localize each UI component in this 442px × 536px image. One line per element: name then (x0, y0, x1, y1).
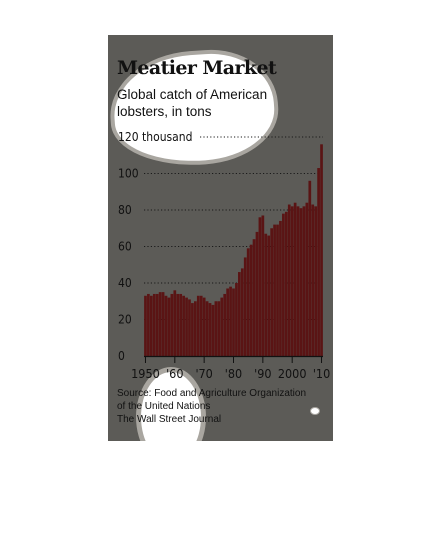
bar (243, 257, 247, 356)
x-tick-label: '90 (254, 366, 271, 381)
x-tick-label: '80 (225, 366, 242, 381)
bar (258, 217, 262, 356)
x-tick-label: 2000 (278, 366, 307, 381)
bar (240, 268, 244, 356)
bar (223, 293, 227, 356)
bar (252, 239, 256, 356)
bar (273, 224, 276, 356)
bar (302, 206, 306, 356)
y-tick-label: 40 (118, 276, 132, 290)
source-line: The Wall Street Journal (117, 414, 222, 425)
bar (173, 290, 177, 356)
source-line: of the United Nations (117, 401, 211, 412)
bar (164, 295, 168, 356)
bar (208, 303, 212, 356)
bar (194, 301, 197, 356)
x-tick-label: '60 (166, 366, 183, 381)
bar (296, 206, 300, 356)
bar-chart: 0 20 40 60 80 100 120 thousand 1950 '60 '70 '80 '90… (118, 130, 330, 381)
source-note: Source: Food and Agriculture Organizatio… (117, 387, 306, 426)
chart-title: Meatier Market (117, 57, 277, 79)
bar (217, 301, 221, 356)
bar (276, 224, 279, 356)
bar (191, 303, 194, 356)
bar (238, 272, 241, 356)
highlight-blob-small (310, 407, 320, 415)
highlight-blob-bottom (136, 367, 206, 441)
source-line: Source: Food and Agriculture Organizatio… (117, 388, 306, 399)
bar (320, 144, 323, 356)
bar (152, 293, 156, 356)
bar (196, 295, 200, 356)
bar (270, 228, 273, 356)
chart-card: Meatier Market Global catch of American … (108, 35, 333, 441)
bar (144, 295, 147, 356)
y-tick-label: 0 (118, 349, 125, 363)
bar (305, 202, 309, 356)
bar (261, 215, 265, 356)
y-tick-label: 60 (118, 240, 132, 254)
bar (246, 248, 250, 356)
bar (170, 293, 174, 356)
bar (255, 231, 259, 356)
bar (299, 208, 303, 356)
bar (182, 295, 185, 356)
bar (199, 295, 203, 356)
bar (314, 206, 318, 356)
bar (149, 295, 153, 356)
bar (279, 220, 282, 356)
bar (226, 288, 229, 356)
x-tick-label: 1950 (131, 366, 160, 381)
bar (188, 299, 191, 356)
chart-subtitle: Global catch of American lobsters, in to… (117, 87, 268, 119)
bar (202, 297, 206, 356)
y-tick-label: 20 (118, 313, 132, 327)
x-tick-label: '10 (313, 366, 330, 381)
bar (264, 233, 268, 356)
y-tick-label: 120 thousand (118, 130, 193, 144)
x-tick-label: '70 (195, 366, 212, 381)
bar (267, 235, 271, 356)
bar (211, 304, 215, 356)
bar (232, 288, 235, 356)
bar (235, 283, 238, 356)
bar (311, 204, 315, 356)
bar (284, 211, 288, 356)
bar (249, 244, 253, 356)
bar (176, 293, 180, 356)
bar (229, 286, 232, 356)
bar (155, 293, 159, 356)
bar (287, 204, 291, 356)
bar (282, 213, 285, 356)
bar (220, 297, 224, 356)
y-tick-label: 80 (118, 203, 132, 217)
bar (179, 293, 183, 356)
bar (293, 202, 297, 356)
bar (214, 301, 218, 356)
bar (290, 206, 294, 356)
bar (167, 297, 171, 356)
y-tick-label: 100 (118, 167, 139, 181)
bar (158, 292, 162, 356)
bar (205, 301, 209, 356)
bar (308, 180, 312, 356)
bar (317, 168, 320, 356)
bar (147, 293, 150, 356)
bar (185, 297, 188, 356)
bar (161, 292, 165, 356)
